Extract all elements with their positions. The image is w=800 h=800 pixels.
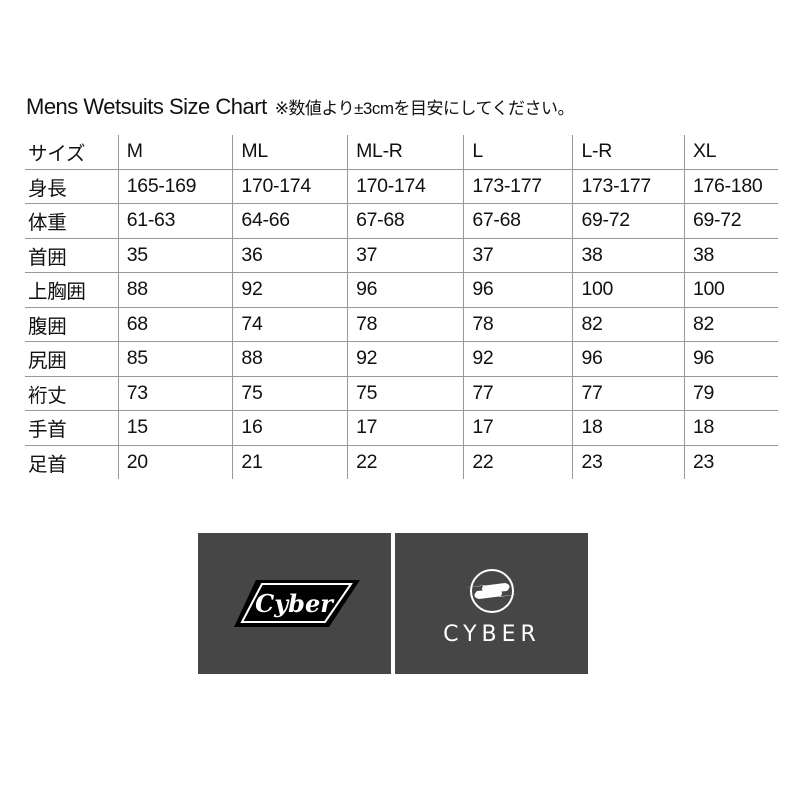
table-cell: 165-169 [117, 169, 233, 204]
cyber-script-logo-panel: Cyber [198, 533, 391, 674]
row-label: 上胸囲 [25, 272, 119, 308]
table-cell: 74 [232, 307, 348, 342]
title-text: Mens Wetsuits Size Chart [26, 94, 267, 119]
row-label: 手首 [25, 410, 119, 446]
table-row: 身長 165-169 170-174 170-174 173-177 173-177 176… [25, 169, 778, 204]
table-cell: 36 [232, 238, 348, 273]
table-cell: 77 [463, 376, 573, 411]
table-cell: 23 [572, 445, 685, 479]
table-cell: 22 [347, 445, 464, 479]
row-label: 腹囲 [25, 307, 119, 342]
table-cell: 20 [117, 445, 233, 479]
row-label: 尻囲 [25, 341, 119, 377]
cyber-script-logo: Cyber [234, 580, 360, 627]
table-cell: 61-63 [117, 203, 233, 239]
table-cell: 75 [232, 376, 348, 411]
table-row: 足首 20 21 22 22 23 23 [25, 445, 778, 479]
table-cell: XL [683, 135, 778, 170]
table-cell: 22 [463, 445, 573, 479]
table-row: 手首 15 16 17 17 18 18 [25, 410, 778, 446]
table-row: 首囲 35 36 37 37 38 38 [25, 238, 778, 273]
table-cell: 92 [463, 341, 573, 377]
table-cell: 18 [572, 410, 685, 446]
table-row: 体重 61-63 64-66 67-68 67-68 69-72 69-72 [25, 203, 778, 239]
table-cell: 170-174 [232, 169, 348, 204]
cyber-wordmark-logo: CYBER [443, 569, 541, 647]
table-cell: 96 [683, 341, 778, 377]
table-cell: 92 [232, 272, 348, 308]
table-cell: 173-177 [463, 169, 573, 204]
row-label: 裄丈 [25, 376, 119, 411]
table-cell: 96 [572, 341, 685, 377]
table-cell: M [117, 135, 233, 170]
table-cell: 35 [117, 238, 233, 273]
table-cell: 96 [347, 272, 464, 308]
table-cell: 67-68 [347, 203, 464, 239]
table-cell: 176-180 [683, 169, 778, 204]
table-cell: 77 [572, 376, 685, 411]
row-label: 首囲 [25, 238, 119, 273]
table-cell: 79 [683, 376, 778, 411]
table-cell: 15 [117, 410, 233, 446]
cyber-wordmark-logo-panel: CYBER [395, 533, 588, 674]
table-cell: 37 [463, 238, 573, 273]
table-cell: 68 [117, 307, 233, 342]
table-row: 腹囲 68 74 78 78 82 82 [25, 307, 778, 342]
table-cell: 78 [463, 307, 573, 342]
table-cell: L-R [572, 135, 685, 170]
row-label: 身長 [25, 169, 119, 204]
table-cell: 73 [117, 376, 233, 411]
table-row: 上胸囲 88 92 96 96 100 100 [25, 272, 778, 308]
row-label: 足首 [28, 453, 67, 476]
table-cell: 16 [232, 410, 348, 446]
table-cell: 64-66 [232, 203, 348, 239]
table-cell: 173-177 [572, 169, 685, 204]
table-cell: 38 [683, 238, 778, 273]
row-label: サイズ [25, 135, 119, 170]
table-cell: 21 [232, 445, 348, 479]
header-row: サイズ M ML ML-R L L-R XL [25, 135, 778, 170]
table-cell: 96 [463, 272, 573, 308]
table-cell: 69-72 [572, 203, 685, 239]
table-cell: 92 [347, 341, 464, 377]
row-label: 体重 [25, 203, 119, 239]
table-cell: 100 [683, 272, 778, 308]
table-cell: ML-R [347, 135, 464, 170]
logo-script-text: Cyber [255, 589, 335, 618]
table-cell: 23 [683, 445, 778, 479]
table-cell: 38 [572, 238, 685, 273]
table-cell: 78 [347, 307, 464, 342]
table-cell: 88 [117, 272, 233, 308]
table-cell: 75 [347, 376, 464, 411]
page-title: Mens Wetsuits Size Chart ※数値より±3cmを目安にしてく… [26, 94, 575, 120]
size-chart-table: サイズ M ML ML-R L L-R XL 身長 165-169 170-174 170-174 1… [25, 135, 778, 479]
table-cell: 17 [347, 410, 464, 446]
table-cell: ML [232, 135, 348, 170]
table-cell: L [463, 135, 573, 170]
table-cell: 69-72 [683, 203, 778, 239]
table-cell: 18 [683, 410, 778, 446]
size-note: ※数値より±3cmを目安にしてください。 [274, 99, 575, 118]
table-cell: 17 [463, 410, 573, 446]
table-cell: 67-68 [463, 203, 573, 239]
logo-wordmark-text: CYBER [443, 622, 541, 647]
table-cell: 85 [117, 341, 233, 377]
table-row: 尻囲 85 88 92 92 96 96 [25, 341, 778, 377]
table-row: 裄丈 73 75 75 77 77 79 [25, 376, 778, 411]
table-cell: 100 [572, 272, 685, 308]
table-cell: 170-174 [347, 169, 464, 204]
table-cell: 37 [347, 238, 464, 273]
table-cell: 82 [683, 307, 778, 342]
table-cell: 88 [232, 341, 348, 377]
table-cell: 82 [572, 307, 685, 342]
